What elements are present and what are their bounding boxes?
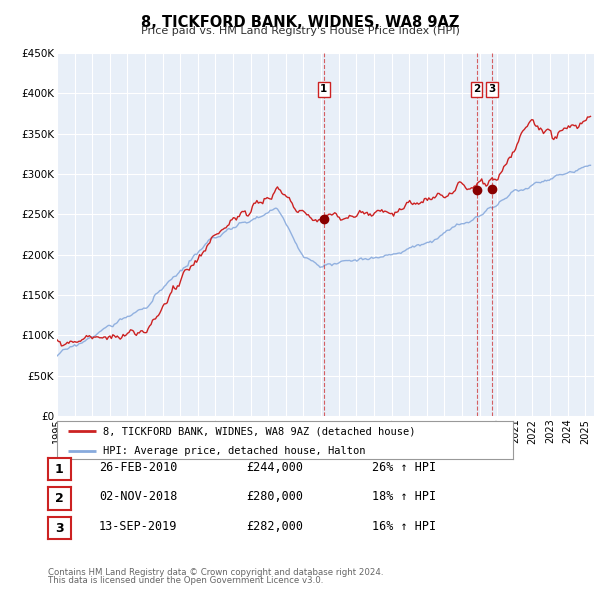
Text: 26% ↑ HPI: 26% ↑ HPI [372, 461, 436, 474]
Text: 13-SEP-2019: 13-SEP-2019 [99, 520, 178, 533]
Text: Contains HM Land Registry data © Crown copyright and database right 2024.: Contains HM Land Registry data © Crown c… [48, 568, 383, 577]
Text: This data is licensed under the Open Government Licence v3.0.: This data is licensed under the Open Gov… [48, 576, 323, 585]
Text: 16% ↑ HPI: 16% ↑ HPI [372, 520, 436, 533]
Text: 1: 1 [55, 463, 64, 476]
Text: £244,000: £244,000 [246, 461, 303, 474]
Text: 26-FEB-2010: 26-FEB-2010 [99, 461, 178, 474]
Text: HPI: Average price, detached house, Halton: HPI: Average price, detached house, Halt… [103, 445, 365, 455]
Text: 3: 3 [55, 522, 64, 535]
Text: £280,000: £280,000 [246, 490, 303, 503]
Text: 8, TICKFORD BANK, WIDNES, WA8 9AZ: 8, TICKFORD BANK, WIDNES, WA8 9AZ [141, 15, 459, 30]
Text: 18% ↑ HPI: 18% ↑ HPI [372, 490, 436, 503]
Text: Price paid vs. HM Land Registry's House Price Index (HPI): Price paid vs. HM Land Registry's House … [140, 26, 460, 36]
Text: 2: 2 [55, 492, 64, 505]
Text: 8, TICKFORD BANK, WIDNES, WA8 9AZ (detached house): 8, TICKFORD BANK, WIDNES, WA8 9AZ (detac… [103, 426, 415, 436]
Text: 3: 3 [488, 84, 496, 94]
Text: 02-NOV-2018: 02-NOV-2018 [99, 490, 178, 503]
Text: 2: 2 [473, 84, 480, 94]
Text: 1: 1 [320, 84, 328, 94]
Text: £282,000: £282,000 [246, 520, 303, 533]
